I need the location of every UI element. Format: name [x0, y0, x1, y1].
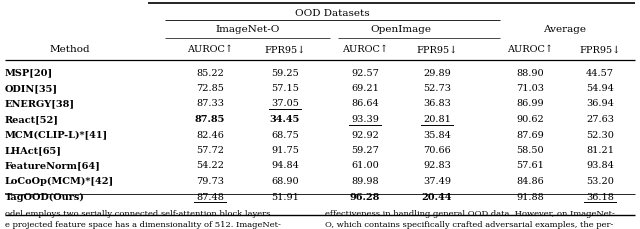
Text: ODIN[35]: ODIN[35] — [5, 84, 58, 93]
Text: 82.46: 82.46 — [196, 131, 224, 139]
Text: 20.44: 20.44 — [422, 193, 452, 202]
Text: 36.18: 36.18 — [586, 193, 614, 202]
Text: 57.15: 57.15 — [271, 84, 299, 93]
Text: MCM(CLIP-L)*[41]: MCM(CLIP-L)*[41] — [5, 131, 108, 139]
Text: 87.69: 87.69 — [516, 131, 544, 139]
Text: 85.22: 85.22 — [196, 68, 224, 77]
Text: 35.84: 35.84 — [423, 131, 451, 139]
Text: OOD Datasets: OOD Datasets — [295, 8, 370, 17]
Text: 54.22: 54.22 — [196, 161, 224, 171]
Text: AUROC↑: AUROC↑ — [342, 46, 388, 55]
Text: 34.45: 34.45 — [270, 115, 300, 124]
Text: ImageNet-O: ImageNet-O — [215, 25, 280, 35]
Text: 72.85: 72.85 — [196, 84, 224, 93]
Text: 57.72: 57.72 — [196, 146, 224, 155]
Text: 44.57: 44.57 — [586, 68, 614, 77]
Text: 91.75: 91.75 — [271, 146, 299, 155]
Text: 87.48: 87.48 — [196, 193, 224, 202]
Text: 79.73: 79.73 — [196, 177, 224, 186]
Text: 94.84: 94.84 — [271, 161, 299, 171]
Text: 89.98: 89.98 — [351, 177, 379, 186]
Text: ENERGY[38]: ENERGY[38] — [5, 99, 75, 109]
Text: LoCoOp(MCM)*[42]: LoCoOp(MCM)*[42] — [5, 177, 115, 186]
Text: LHAct[65]: LHAct[65] — [5, 146, 62, 155]
Text: 81.21: 81.21 — [586, 146, 614, 155]
Text: 29.89: 29.89 — [423, 68, 451, 77]
Text: 36.83: 36.83 — [423, 99, 451, 109]
Text: 88.90: 88.90 — [516, 68, 544, 77]
Text: 86.99: 86.99 — [516, 99, 544, 109]
Text: 87.85: 87.85 — [195, 115, 225, 124]
Text: FPR95↓: FPR95↓ — [417, 46, 458, 55]
Text: 92.83: 92.83 — [423, 161, 451, 171]
Text: 93.39: 93.39 — [351, 115, 379, 124]
Text: 70.66: 70.66 — [423, 146, 451, 155]
Text: 91.88: 91.88 — [516, 193, 544, 202]
Text: MSP[20]: MSP[20] — [5, 68, 53, 77]
Text: 61.00: 61.00 — [351, 161, 379, 171]
Text: 37.49: 37.49 — [423, 177, 451, 186]
Text: 37.05: 37.05 — [271, 99, 299, 109]
Text: 68.90: 68.90 — [271, 177, 299, 186]
Text: AUROC↑: AUROC↑ — [507, 46, 553, 55]
Text: Method: Method — [50, 46, 90, 55]
Text: AUROC↑: AUROC↑ — [187, 46, 233, 55]
Text: FeatureNorm[64]: FeatureNorm[64] — [5, 161, 101, 171]
Text: 57.61: 57.61 — [516, 161, 544, 171]
Text: 27.63: 27.63 — [586, 115, 614, 124]
Text: 96.28: 96.28 — [350, 193, 380, 202]
Text: 92.57: 92.57 — [351, 68, 379, 77]
Text: 52.30: 52.30 — [586, 131, 614, 139]
Text: 59.27: 59.27 — [351, 146, 379, 155]
Text: 92.92: 92.92 — [351, 131, 379, 139]
Text: Average: Average — [543, 25, 586, 35]
Text: 87.33: 87.33 — [196, 99, 224, 109]
Text: 69.21: 69.21 — [351, 84, 379, 93]
Text: 68.75: 68.75 — [271, 131, 299, 139]
Text: 54.94: 54.94 — [586, 84, 614, 93]
Text: FPR95↓: FPR95↓ — [579, 46, 621, 55]
Text: 71.03: 71.03 — [516, 84, 544, 93]
Text: 52.73: 52.73 — [423, 84, 451, 93]
Text: 51.91: 51.91 — [271, 193, 299, 202]
Text: 59.25: 59.25 — [271, 68, 299, 77]
Text: TagOOD(Ours): TagOOD(Ours) — [5, 192, 85, 202]
Text: OpenImage: OpenImage — [371, 25, 431, 35]
Text: 58.50: 58.50 — [516, 146, 544, 155]
Text: 20.81: 20.81 — [423, 115, 451, 124]
Text: 90.62: 90.62 — [516, 115, 544, 124]
Text: 93.84: 93.84 — [586, 161, 614, 171]
Text: 84.86: 84.86 — [516, 177, 544, 186]
Text: React[52]: React[52] — [5, 115, 59, 124]
Text: 36.94: 36.94 — [586, 99, 614, 109]
Text: odel employs two serially connected self-attention block layers.
e projected fea: odel employs two serially connected self… — [5, 210, 281, 229]
Text: FPR95↓: FPR95↓ — [264, 46, 306, 55]
Text: 53.20: 53.20 — [586, 177, 614, 186]
Text: 86.64: 86.64 — [351, 99, 379, 109]
Text: effectiveness in handling general OOD data. However, on ImageNet-
O, which conta: effectiveness in handling general OOD da… — [325, 210, 615, 229]
